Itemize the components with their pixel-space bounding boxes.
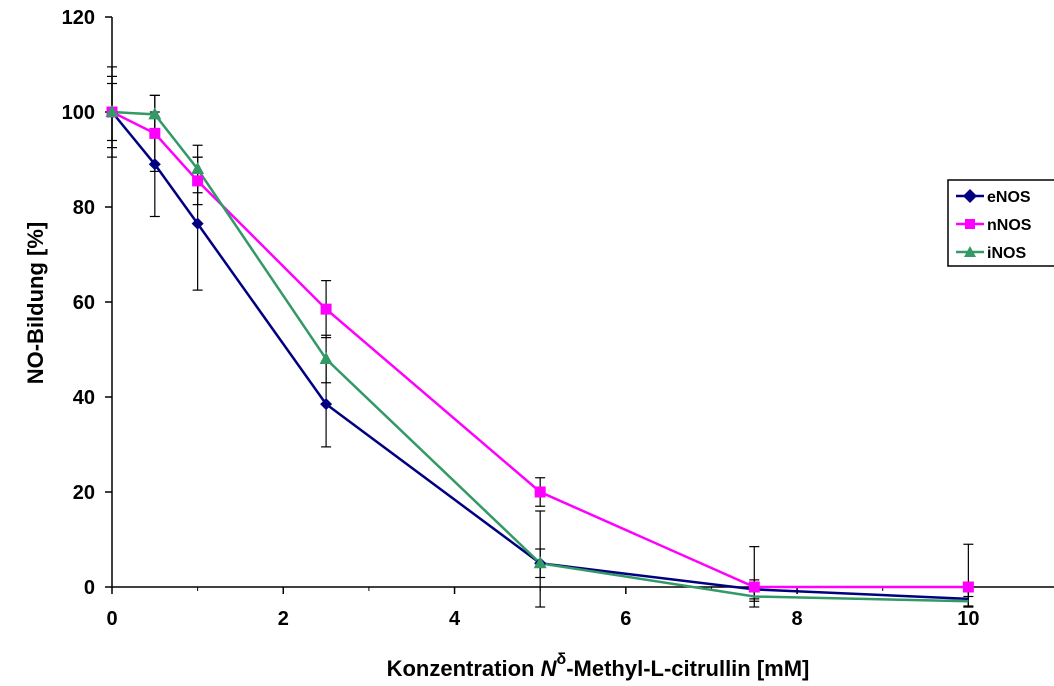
legend-marker-eNOS [963, 189, 977, 203]
y-tick-label: 0 [84, 577, 95, 599]
x-tick-label: 2 [278, 608, 289, 630]
data-point-nNOS [748, 581, 760, 593]
legend-entry-eNOS: eNOS [956, 189, 1031, 206]
data-point-iNOS [148, 107, 162, 120]
data-point-nNOS [534, 486, 546, 498]
x-tick-label: 10 [957, 608, 979, 630]
legend-marker-iNOS [964, 246, 976, 257]
series-markers [105, 105, 974, 593]
y-tick-label: 60 [73, 292, 95, 314]
data-point-nNOS [320, 303, 332, 315]
data-point-eNOS [320, 398, 333, 411]
y-axis-title: NO-Bildung [%] [23, 222, 48, 385]
x-tick-label: 0 [106, 608, 117, 630]
data-point-iNOS [105, 105, 119, 117]
x-tick-label: 6 [620, 608, 631, 630]
x-tick-label: 4 [449, 608, 461, 630]
data-point-iNOS [533, 556, 547, 569]
legend-label-iNOS: iNOS [987, 245, 1026, 262]
data-point-eNOS [191, 217, 204, 230]
legend-entry-iNOS: iNOS [956, 245, 1026, 262]
data-point-iNOS [319, 352, 333, 364]
legend: eNOS nNOS iNOS [947, 179, 1054, 267]
x-axis-title-part2: -Methyl-L-citrullin [mM] [566, 656, 809, 681]
y-tick-label: 80 [73, 197, 95, 219]
y-tick-label: 20 [73, 482, 95, 504]
legend-marker-nNOS [965, 219, 975, 229]
data-point-nNOS [962, 581, 974, 593]
data-point-nNOS [192, 175, 204, 187]
data-point-eNOS [148, 158, 161, 171]
x-axis-title-delta: δ [556, 651, 566, 668]
data-point-nNOS [149, 127, 161, 139]
axes: 0 20 40 60 80 100 120 0 2 4 6 8 10 [62, 7, 1054, 630]
legend-label-eNOS: eNOS [987, 189, 1031, 206]
error-bars [107, 66, 974, 608]
data-point-iNOS [191, 162, 205, 174]
legend-entry-nNOS: nNOS [956, 217, 1032, 234]
x-axis-title-n: N [541, 656, 558, 681]
y-tick-label: 120 [62, 7, 95, 29]
x-axis-title: Konzentration Nδ-Methyl-L-citrullin [mM] [387, 651, 810, 681]
y-tick-label: 100 [62, 102, 95, 124]
plot-area: 0 20 40 60 80 100 120 0 2 4 6 8 10 [62, 7, 1054, 630]
y-tick-label: 40 [73, 387, 95, 409]
x-tick-label: 8 [792, 608, 803, 630]
x-axis-title-part1: Konzentration [387, 656, 541, 681]
legend-label-nNOS: nNOS [987, 217, 1032, 234]
